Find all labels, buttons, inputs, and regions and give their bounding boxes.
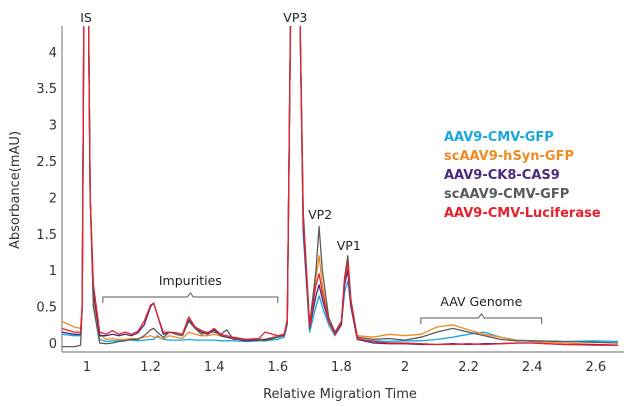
legend-entry: scAAV9-CMV-GFP — [444, 187, 569, 202]
x-tick-label: 1.4 — [204, 360, 225, 375]
y-axis-label: Absorbance(mAU) — [8, 131, 23, 249]
legend: AAV9-CMV-GFP scAAV9-hSyn-GFP AAV9-CK8-CAS9… — [444, 130, 601, 221]
peak-label-vp2: VP2 — [308, 207, 332, 222]
x-tick-label: 2.6 — [585, 360, 606, 375]
y-tick-label: 4 — [49, 46, 57, 61]
y-tick-label: 2 — [49, 191, 57, 206]
x-tick-label: 1 — [83, 360, 91, 375]
series-line-aav9-cmv-gfp — [62, 26, 619, 343]
peak-label-is: IS — [80, 10, 92, 25]
y-tick-label: 3 — [49, 119, 57, 134]
series-line-scaav9-cmv-gfp — [62, 26, 619, 348]
bracket — [102, 292, 279, 303]
x-tick-label: 1.6 — [267, 360, 288, 375]
legend-entry: AAV9-CMV-Luciferase — [444, 206, 601, 221]
peak-label-vp3: VP3 — [283, 10, 307, 25]
x-tick-label: 2.2 — [458, 360, 479, 375]
y-tick-label: 1 — [49, 264, 57, 279]
x-tick-label: 1.2 — [140, 360, 161, 375]
x-tick-label: 2 — [401, 360, 409, 375]
series-line-aav9-cmv-luciferase — [62, 26, 619, 346]
y-tick-label: 1.5 — [36, 228, 57, 243]
y-tick-label: 3.5 — [36, 82, 57, 97]
x-tick-label: 2.4 — [522, 360, 543, 375]
legend-entry: AAV9-CK8-CAS9 — [444, 168, 560, 183]
series-line-aav9-ck8-cas9 — [62, 26, 619, 346]
x-axis-label: Relative Migration Time — [263, 387, 417, 402]
y-tick-label: 2.5 — [36, 155, 57, 170]
region-label-aav-genome: AAV Genome — [440, 294, 522, 309]
x-tick-label: 1.8 — [331, 360, 352, 375]
region-label-impurities: Impurities — [159, 273, 222, 288]
legend-entry: scAAV9-hSyn-GFP — [444, 149, 574, 164]
y-tick-label: 0 — [49, 337, 57, 352]
legend-entry: AAV9-CMV-GFP — [444, 130, 554, 145]
peak-label-vp1: VP1 — [337, 238, 361, 253]
bracket — [420, 313, 543, 324]
y-tick-label: 0.5 — [36, 301, 57, 316]
